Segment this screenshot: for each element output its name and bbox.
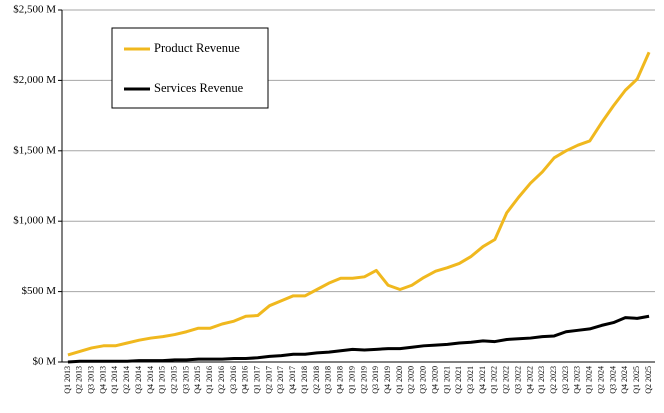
- x-tick-label: Q1 2017: [253, 366, 262, 394]
- x-tick-label: Q2 2013: [75, 366, 84, 394]
- x-tick-label: Q3 2014: [134, 366, 143, 394]
- x-tick-label: Q1 2016: [205, 366, 214, 394]
- x-tick-label: Q4 2023: [573, 366, 582, 394]
- y-tick-label: $1,500 M: [13, 144, 56, 156]
- y-tick-label: $500 M: [21, 285, 56, 297]
- x-tick-label: Q3 2020: [419, 366, 428, 394]
- x-tick-label: Q3 2024: [608, 366, 617, 394]
- x-tick-label: Q3 2022: [513, 366, 522, 394]
- x-tick-label: Q3 2016: [229, 366, 238, 394]
- x-tick-label: Q2 2021: [454, 366, 463, 394]
- x-tick-label: Q3 2018: [324, 366, 333, 394]
- x-tick-label: Q4 2019: [383, 366, 392, 394]
- x-tick-label: Q1 2015: [158, 366, 167, 394]
- x-tick-label: Q2 2019: [359, 366, 368, 394]
- x-tick-label: Q2 2017: [264, 366, 273, 394]
- x-tick-label: Q4 2022: [525, 366, 534, 394]
- series-line: [67, 51, 651, 357]
- x-tick-label: Q2 2016: [217, 366, 226, 394]
- legend-label: Product Revenue: [154, 41, 240, 55]
- x-tick-label: Q4 2021: [478, 366, 487, 394]
- x-tick-label: Q1 2024: [585, 366, 594, 394]
- x-tick-label: Q1 2022: [490, 366, 499, 394]
- x-tick-label: Q2 2014: [122, 366, 131, 394]
- legend-box: [111, 27, 269, 109]
- x-tick-label: Q1 2013: [63, 366, 72, 394]
- x-tick-label: Q4 2020: [430, 366, 439, 394]
- x-tick-label: Q3 2013: [86, 366, 95, 394]
- x-tick-label: Q2 2015: [169, 366, 178, 394]
- x-tick-label: Q4 2013: [98, 366, 107, 394]
- y-tick-label: $0 M: [32, 356, 56, 368]
- x-tick-label: Q1 2021: [442, 366, 451, 394]
- x-tick-label: Q1 2014: [110, 366, 119, 394]
- x-tick-label: Q2 2023: [549, 366, 558, 394]
- x-tick-label: Q4 2018: [336, 366, 345, 394]
- x-tick-label: Q1 2023: [537, 366, 546, 394]
- y-tick-label: $2,500 M: [13, 4, 56, 16]
- x-tick-label: Q1 2025: [632, 366, 641, 394]
- x-tick-label: Q2 2018: [312, 366, 321, 394]
- x-tick-label: Q1 2020: [395, 366, 404, 394]
- x-tick-label: Q2 2020: [407, 366, 416, 394]
- x-tick-label: Q4 2015: [193, 366, 202, 394]
- y-tick-label: $2,000 M: [13, 74, 56, 86]
- x-tick-label: Q4 2024: [620, 366, 629, 394]
- x-tick-label: Q2 2025: [644, 366, 653, 394]
- x-tick-label: Q3 2021: [466, 366, 475, 394]
- x-tick-label: Q3 2017: [276, 366, 285, 394]
- series-line: [67, 314, 650, 364]
- x-tick-label: Q4 2014: [146, 366, 155, 394]
- x-tick-label: Q3 2015: [181, 366, 190, 394]
- x-tick-label: Q4 2016: [241, 366, 250, 394]
- x-tick-label: Q1 2019: [347, 366, 356, 394]
- x-tick-label: Q1 2018: [300, 366, 309, 394]
- legend-label: Services Revenue: [154, 81, 244, 95]
- x-tick-label: Q4 2017: [288, 366, 297, 394]
- x-tick-label: Q2 2022: [502, 366, 511, 394]
- x-tick-label: Q3 2023: [561, 366, 570, 394]
- x-tick-label: Q3 2019: [371, 366, 380, 394]
- y-tick-label: $1,000 M: [13, 215, 56, 227]
- x-tick-label: Q2 2024: [596, 366, 605, 394]
